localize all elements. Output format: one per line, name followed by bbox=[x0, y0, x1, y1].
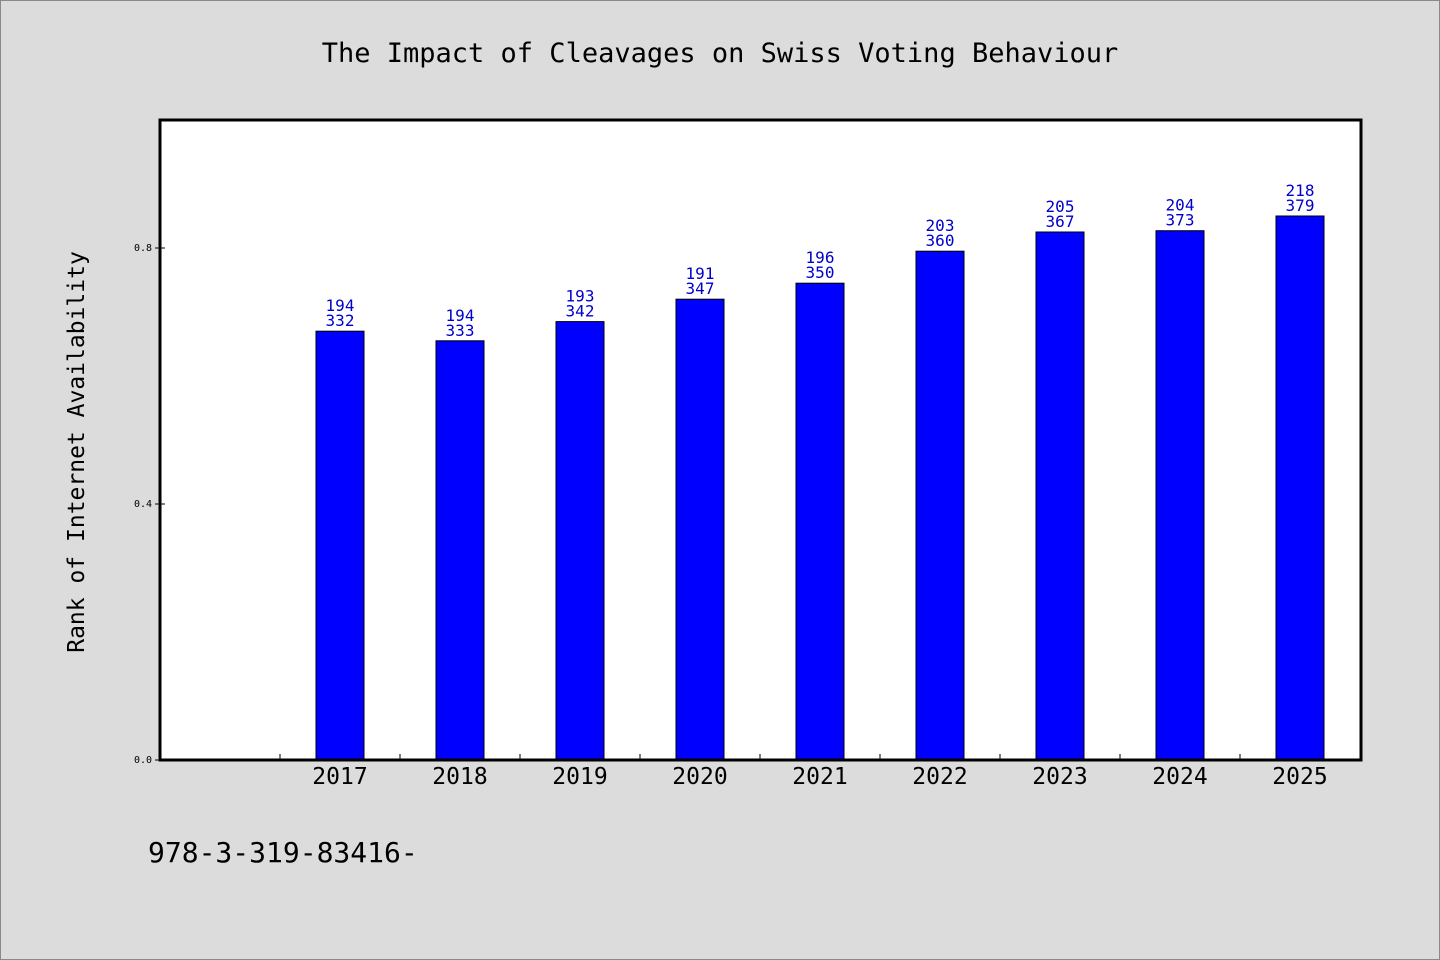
bar-2021 bbox=[795, 282, 845, 761]
bar-2023 bbox=[1035, 231, 1085, 761]
data-label-bottom-2019: 342 bbox=[566, 302, 595, 321]
data-label-top-2025: 218 bbox=[1286, 181, 1315, 200]
y-tick-label-0.4: 0.4 bbox=[134, 499, 152, 510]
plot-border bbox=[158, 118, 1363, 762]
data-label-bottom-2023: 367 bbox=[1046, 212, 1075, 231]
bar-2024 bbox=[1155, 230, 1205, 761]
data-label-top-2018: 194 bbox=[446, 306, 475, 325]
x-tick-label-2018: 2018 bbox=[432, 764, 487, 790]
x-tick-label-2024: 2024 bbox=[1152, 764, 1207, 790]
x-tick-label-2022: 2022 bbox=[912, 764, 967, 790]
y-axis-label: Rank of Internet Availability bbox=[64, 251, 90, 653]
data-label-top-2020: 191 bbox=[686, 264, 715, 283]
bar-2020 bbox=[675, 298, 725, 761]
data-label-top-2021: 196 bbox=[806, 248, 835, 267]
data-label-bottom-2025: 379 bbox=[1286, 196, 1315, 215]
data-label-bottom-2024: 373 bbox=[1166, 211, 1195, 230]
bar-2019 bbox=[555, 321, 605, 761]
x-tick-label-2021: 2021 bbox=[792, 764, 847, 790]
bar-2018 bbox=[435, 340, 485, 761]
bar-2022 bbox=[915, 250, 965, 761]
y-tick-label-0.0: 0.0 bbox=[134, 755, 152, 766]
data-label-bottom-2022: 360 bbox=[926, 231, 955, 250]
data-label-bottom-2020: 347 bbox=[686, 279, 715, 298]
x-tick-label-2019: 2019 bbox=[552, 764, 607, 790]
chart-title: The Impact of Cleavages on Swiss Voting … bbox=[322, 38, 1119, 69]
footer-code: 978-3-319-83416- bbox=[148, 836, 418, 869]
bar-2025 bbox=[1275, 215, 1325, 761]
bar-2017 bbox=[315, 330, 365, 761]
x-tick-label-2020: 2020 bbox=[672, 764, 727, 790]
data-label-bottom-2018: 333 bbox=[446, 321, 475, 340]
bars-group bbox=[315, 215, 1325, 761]
x-tick-label-2025: 2025 bbox=[1272, 764, 1327, 790]
data-label-top-2017: 194 bbox=[326, 296, 355, 315]
y-tick-label-0.8: 0.8 bbox=[134, 243, 152, 254]
data-label-top-2022: 203 bbox=[926, 216, 955, 235]
data-label-top-2019: 193 bbox=[566, 287, 595, 306]
data-label-top-2023: 205 bbox=[1046, 197, 1075, 216]
x-tick-label-2023: 2023 bbox=[1032, 764, 1087, 790]
data-label-top-2024: 204 bbox=[1166, 196, 1195, 215]
x-tick-label-2017: 2017 bbox=[312, 764, 367, 790]
x-ticks-group: 2017 2018 2019 2020 2021 2022 2023 2024 2025 bbox=[279, 754, 1361, 790]
data-label-bottom-2021: 350 bbox=[806, 263, 835, 282]
data-label-bottom-2017: 332 bbox=[326, 311, 355, 330]
